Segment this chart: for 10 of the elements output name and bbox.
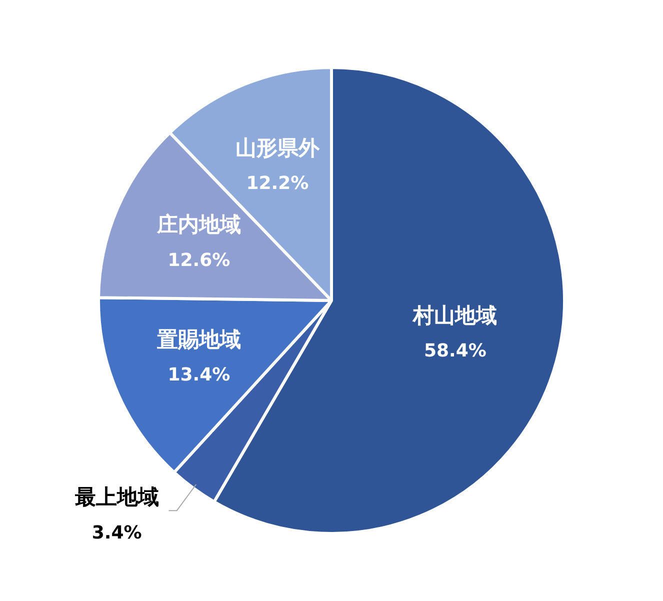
data-label: 13.4% xyxy=(168,364,230,386)
data-label: 12.6% xyxy=(168,250,230,271)
slice-label: 最上地域 xyxy=(74,485,159,510)
data-label: 3.4% xyxy=(92,522,142,544)
slice-label: 庄内地域 xyxy=(156,212,241,237)
data-label: 12.2% xyxy=(246,173,309,194)
slice-label: 村山地域 xyxy=(412,303,498,328)
data-label: 58.4% xyxy=(424,340,486,362)
slice-label: 山形県外 xyxy=(235,136,320,160)
slice-label: 置賜地域 xyxy=(156,327,241,352)
